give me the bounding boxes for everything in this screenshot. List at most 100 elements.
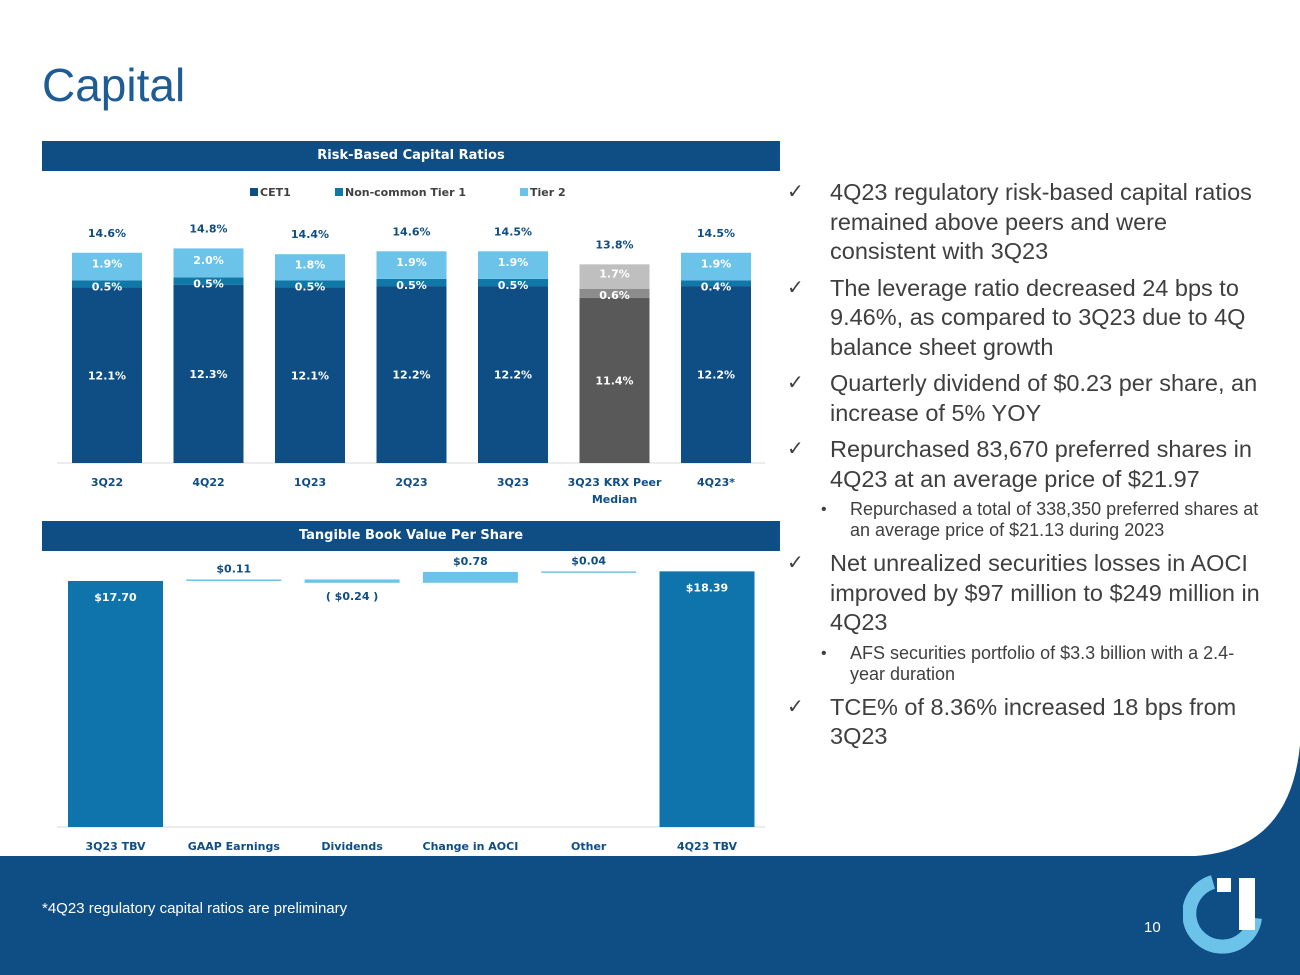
data-label: $0.78 [453,555,488,568]
sub-bullet-item: • AFS securities portfolio of $3.3 billio… [787,643,1267,685]
x-tick-label: 3Q23 [497,476,529,489]
bullet-text: Repurchased 83,670 preferred shares in 4… [830,436,1252,492]
bullet-item: ✓ Net unrealized securities losses in AOC… [787,549,1267,638]
bullet-item: ✓ Repurchased 83,670 preferred shares in … [787,435,1267,494]
label-total: 14.6% [88,227,126,240]
x-tick-label: 4Q23* [697,476,735,489]
label-total: 14.5% [697,227,735,240]
data-label: $17.70 [94,591,137,604]
page-title: Capital [42,59,186,111]
x-tick-label: 3Q23 TBV [85,840,146,853]
bullet-text: Net unrealized securities losses in AOCI… [830,550,1260,635]
x-tick-label: 2Q23 [395,476,427,489]
x-tick-label: Dividends [321,840,383,853]
footnote: *4Q23 regulatory capital ratios are prel… [42,900,348,917]
label-tier2: 1.8% [295,258,326,271]
checkmark-icon: ✓ [787,181,804,203]
data-label: $0.04 [571,554,606,567]
checkmark-icon: ✓ [787,276,804,299]
bar-noncommon-tier1 [376,278,447,287]
legend-cet1-swatch [250,188,258,196]
bullet-dot-icon: • [821,644,827,662]
bullet-text: TCE% of 8.36% increased 18 bps from 3Q23 [830,693,1237,750]
bar-noncommon-tier1 [275,280,345,288]
x-tick-label: 3Q22 [91,476,123,489]
bar-noncommon-tier1 [478,278,548,287]
bar-noncommon-tier1 [579,289,650,298]
sub-bullet-text: AFS securities portfolio of $3.3 billion… [850,642,1235,684]
label-total: 14.4% [291,228,329,241]
data-label: $0.11 [216,562,251,575]
label-tier2: 1.9% [396,256,427,269]
bullet-dot-icon: • [821,501,827,518]
label-tier2: 1.9% [701,258,732,271]
bar-cet1 [579,297,650,463]
label-noncommon-tier1: 0.4% [701,280,732,293]
checkmark-icon: ✓ [787,552,804,574]
checkmark-icon: ✓ [787,695,804,718]
x-tick-label: 1Q23 [294,476,326,489]
bar-cet1 [376,286,447,463]
data-label: $18.39 [686,581,728,594]
legend-noncommon-tier1-swatch [335,188,343,196]
label-noncommon-tier1: 0.5% [193,277,224,290]
x-tick-label: GAAP Earnings [188,840,281,853]
label-cet1: 12.2% [494,369,532,382]
bar-total [659,571,755,827]
tbv-chart-header: Tangible Book Value Per Share [42,521,780,551]
x-tick-label: Other [571,840,607,853]
bullet-item: ✓ The leverage ratio decreased 24 bps to … [787,274,1267,363]
label-tier2: 1.9% [92,258,123,271]
x-tick-label: Median [592,493,637,506]
label-total: 14.5% [494,225,532,238]
bullet-text: Quarterly dividend of $0.23 per share, a… [830,370,1258,426]
bar-change [304,579,400,583]
bar-change [422,571,518,583]
label-tier2: 2.0% [193,254,224,267]
label-noncommon-tier1: 0.5% [92,280,123,293]
data-label: ( $0.24 ) [326,590,379,603]
bullet-item: ✓ TCE% of 8.36% increased 18 bps from 3Q2… [787,693,1267,752]
label-cet1: 11.4% [595,374,633,387]
bar-cet1 [478,286,548,463]
legend-cet1-label: CET1 [260,186,291,199]
bullet-text: 4Q23 regulatory risk-based capital ratio… [830,179,1252,264]
x-tick-label: 4Q22 [192,476,224,489]
checkmark-icon: ✓ [787,438,804,460]
risk-capital-chart: CET1 Non-common Tier 1 Tier 2 12.1% 0.5% 1.9%… [57,186,765,506]
bar-noncommon-tier1 [173,277,244,285]
bar-noncommon-tier1 [681,280,751,287]
x-tick-label: 3Q23 KRX Peer [568,476,662,489]
bullet-text: The leverage ratio decreased 24 bps to 9… [830,274,1246,360]
label-noncommon-tier1: 0.5% [498,279,529,292]
bullet-item: ✓ Quarterly dividend of $0.23 per share, … [787,369,1267,428]
label-total: 13.8% [595,238,633,251]
sub-bullet-text: Repurchased a total of 338,350 preferred… [850,499,1259,540]
bar-tier2 [72,252,142,281]
label-total: 14.8% [189,222,227,235]
sub-bullet-item: • Repurchased a total of 338,350 preferre… [787,499,1267,541]
key-points-list: ✓ 4Q23 regulatory risk-based capital rati… [787,178,1267,759]
tbv-waterfall-chart: $17.70 3Q23 TBV $0.11 GAAP Earnings ( $0.24 … [57,554,765,853]
bar-noncommon-tier1 [72,280,142,288]
bar-tier2 [376,251,447,279]
bar-tier2 [579,264,650,289]
bar-cet1 [681,286,751,463]
x-tick-label: Change in AOCI [423,840,519,853]
label-cet1: 12.1% [88,369,126,382]
bar-tier2 [173,248,244,278]
bullet-item: ✓ 4Q23 regulatory risk-based capital rati… [787,178,1267,267]
label-cet1: 12.2% [392,369,430,382]
checkmark-icon: ✓ [787,372,804,394]
bar-cet1 [173,284,244,463]
page-number: 10 [1144,919,1161,936]
legend-tier2-swatch [520,188,528,196]
label-noncommon-tier1: 0.6% [599,289,630,302]
bar-tier2 [681,252,751,281]
bar-cet1 [72,287,142,463]
bar-tier2 [275,254,345,281]
label-tier2: 1.7% [599,268,630,281]
label-cet1: 12.1% [291,369,329,382]
company-logo-icon [1183,875,1262,954]
